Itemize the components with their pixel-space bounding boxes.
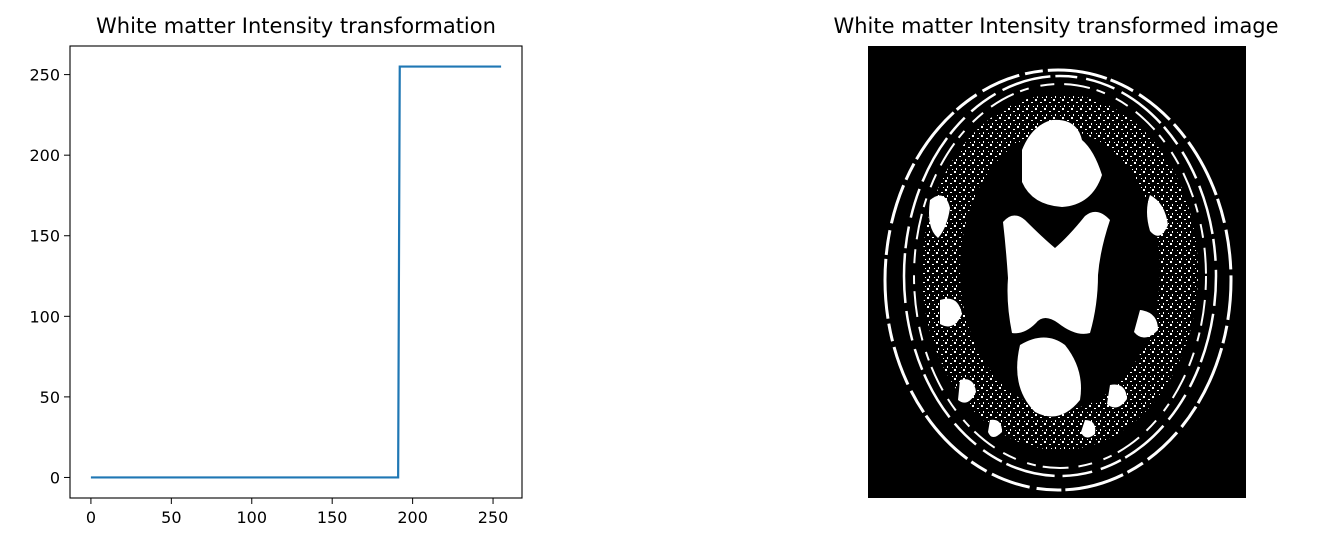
right-plot-title: White matter Intensity transformed image bbox=[833, 14, 1278, 38]
left-plot-title: White matter Intensity transformation bbox=[96, 14, 496, 38]
x-tick-label: 150 bbox=[317, 508, 348, 527]
ventricles bbox=[1003, 211, 1110, 334]
x-tick-label: 0 bbox=[86, 508, 96, 527]
y-tick-label: 50 bbox=[40, 388, 60, 407]
scalp-outline bbox=[883, 68, 1233, 492]
x-tick-label: 50 bbox=[161, 508, 181, 527]
x-tick-label: 200 bbox=[397, 508, 428, 527]
white-matter-regions bbox=[929, 119, 1168, 438]
skull-outline-inner bbox=[913, 83, 1207, 469]
x-tick-label: 250 bbox=[478, 508, 509, 527]
y-tick-label: 200 bbox=[29, 146, 60, 165]
series-line bbox=[90, 65, 502, 479]
x-tick-label: 100 bbox=[236, 508, 267, 527]
y-tick-label: 0 bbox=[50, 468, 60, 487]
transformation-plot: White matter Intensity transformation 0 5… bbox=[29, 14, 523, 527]
brain-mri-image bbox=[868, 46, 1246, 498]
y-tick-label: 250 bbox=[29, 66, 60, 85]
y-tick-label: 100 bbox=[29, 307, 60, 326]
y-tick-label: 150 bbox=[29, 227, 60, 246]
left-plot-ticks: 0 50 100 150 200 250 0 50 100 150 200 250 bbox=[29, 66, 508, 527]
left-plot-frame bbox=[69, 45, 523, 499]
transformed-image-panel: White matter Intensity transformed image bbox=[833, 14, 1279, 498]
skull-outline-outer bbox=[902, 74, 1218, 478]
